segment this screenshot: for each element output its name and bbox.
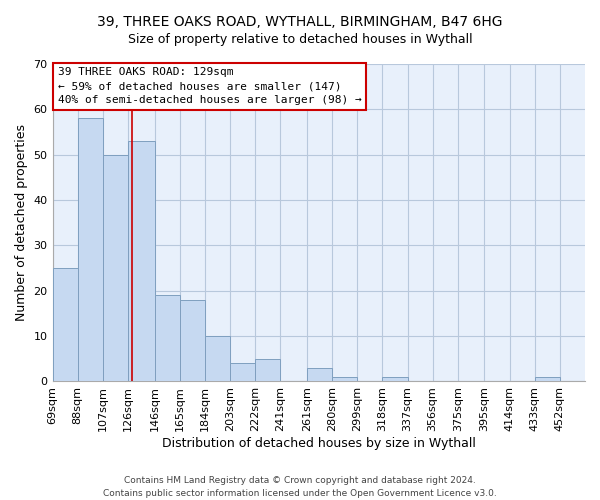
Bar (179, 300, 205, 382)
Bar (535, 377, 560, 382)
Bar (155, 296, 179, 382)
Bar (230, 364, 255, 382)
Bar (78, 118, 103, 382)
Text: 39 THREE OAKS ROAD: 129sqm
← 59% of detached houses are smaller (147)
40% of sem: 39 THREE OAKS ROAD: 129sqm ← 59% of deta… (58, 67, 362, 105)
Bar (53, 268, 78, 382)
Bar (332, 377, 357, 382)
Y-axis label: Number of detached properties: Number of detached properties (15, 124, 28, 321)
Bar (128, 141, 155, 382)
Bar (103, 154, 128, 382)
Bar (307, 368, 332, 382)
Bar (205, 336, 230, 382)
Text: 39, THREE OAKS ROAD, WYTHALL, BIRMINGHAM, B47 6HG: 39, THREE OAKS ROAD, WYTHALL, BIRMINGHAM… (97, 15, 503, 29)
Text: Size of property relative to detached houses in Wythall: Size of property relative to detached ho… (128, 32, 472, 46)
Bar (382, 377, 407, 382)
X-axis label: Distribution of detached houses by size in Wythall: Distribution of detached houses by size … (162, 437, 476, 450)
Bar (255, 359, 280, 382)
Text: Contains HM Land Registry data © Crown copyright and database right 2024.
Contai: Contains HM Land Registry data © Crown c… (103, 476, 497, 498)
